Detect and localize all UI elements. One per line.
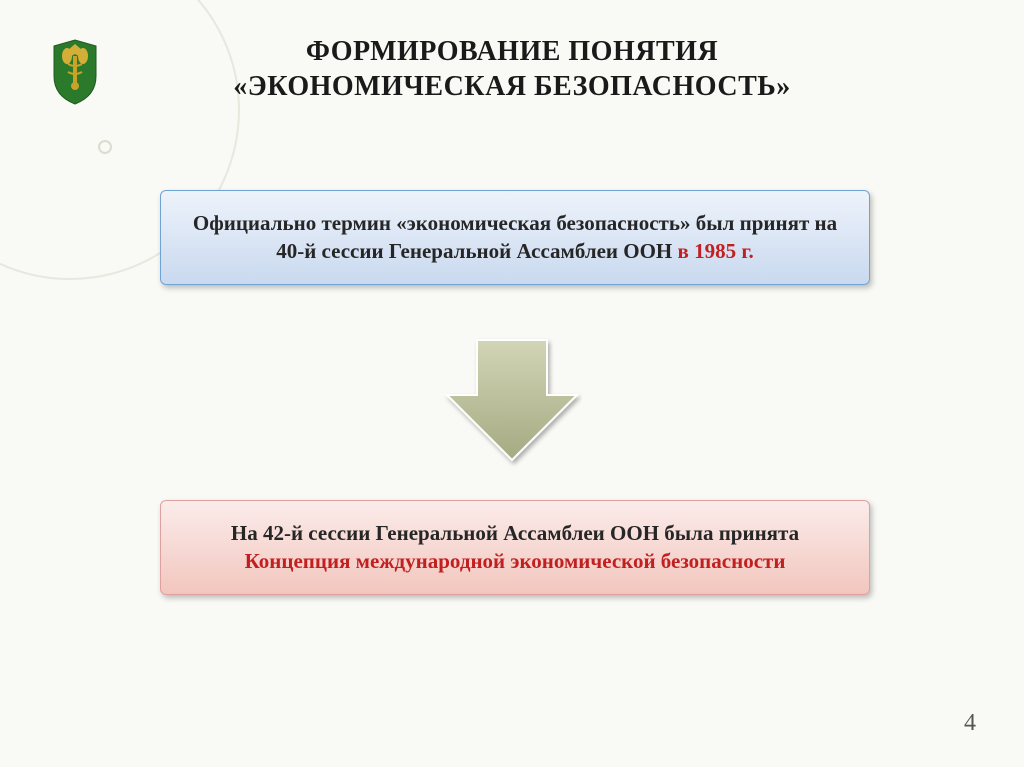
page-number: 4 — [964, 710, 976, 737]
info-box-top-highlight: в 1985 г. — [678, 239, 754, 263]
slide-title: ФОРМИРОВАНИЕ ПОНЯТИЯ «ЭКОНОМИЧЕСКАЯ БЕЗО… — [0, 34, 1024, 104]
bg-decor-circle-small — [98, 140, 112, 154]
info-box-bottom-text: На 42-й сессии Генеральной Ассамблеи ООН… — [231, 521, 799, 545]
info-box-bottom: На 42-й сессии Генеральной Ассамблеи ООН… — [160, 500, 870, 595]
info-box-bottom-highlight: Концепция международной экономической бе… — [245, 549, 786, 573]
title-line1: ФОРМИРОВАНИЕ ПОНЯТИЯ — [306, 36, 718, 67]
title-line2: «ЭКОНОМИЧЕСКАЯ БЕЗОПАСНОСТЬ» — [233, 71, 791, 102]
info-box-top: Официально термин «экономическая безопас… — [160, 190, 870, 285]
down-arrow-icon — [442, 330, 582, 470]
